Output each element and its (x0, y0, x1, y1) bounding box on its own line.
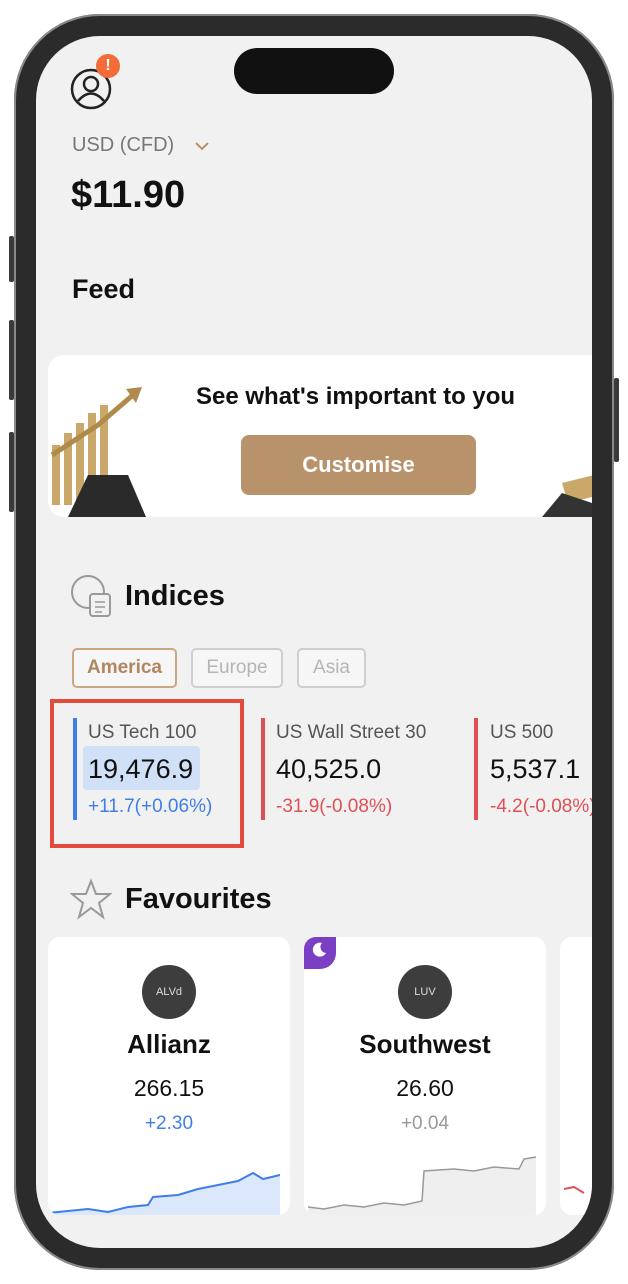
side-button (9, 320, 14, 400)
price: 266.15 (133, 1075, 205, 1101)
avatar-head (82, 75, 100, 93)
currency[interactable]: USD (CFD) (72, 134, 175, 156)
globe (71, 575, 105, 609)
dynamic-island (234, 48, 394, 94)
indices-title: Indices (125, 580, 225, 612)
star (70, 878, 112, 920)
arrow-head (126, 387, 142, 403)
symbol-icon: LUV (398, 965, 452, 1019)
index-change: -4.2(-0.08%) (490, 796, 592, 817)
index-bar (73, 718, 77, 820)
index-value: 5,537.1 (490, 754, 581, 784)
instrument-name: Southwest (359, 1029, 491, 1059)
index-change: +11.7(+0.06%) (88, 796, 213, 817)
customise-button[interactable]: Customise (241, 435, 476, 495)
side-button (614, 378, 619, 462)
screen: ! USD (CFD) $11.90 Feed See what's impor… (36, 36, 592, 1248)
sparkline (48, 1171, 281, 1215)
price-change: +0.04 (400, 1113, 450, 1134)
sparkline-area (48, 1173, 280, 1215)
rock (68, 475, 146, 517)
price-change: +2.30 (144, 1113, 194, 1134)
tab[interactable]: Asia (297, 648, 366, 688)
banner-gold (542, 475, 592, 517)
value-highlight (83, 746, 200, 790)
side-button (9, 432, 14, 512)
banner-text: See what's important to you (196, 383, 516, 410)
tab-selected[interactable]: America (72, 648, 177, 688)
chevron (195, 142, 209, 151)
doc-lines (95, 601, 105, 613)
index-name: US 500 (490, 722, 554, 743)
tab[interactable]: Europe (191, 648, 283, 688)
banner-illustration (50, 387, 146, 517)
document (89, 593, 111, 617)
gold-bars (52, 405, 108, 505)
index-bar (474, 718, 478, 820)
feed-title: Feed (72, 274, 136, 304)
sparkline-line (48, 1171, 281, 1214)
favourite-card[interactable]: ALVd Allianz 266.15 +2.30 (48, 937, 290, 1215)
symbol-icon: ALVd (142, 965, 196, 1019)
avatar-ring (70, 68, 112, 110)
indices-icon (71, 575, 111, 617)
moon-icon (312, 942, 326, 957)
sparkline (563, 1185, 585, 1194)
instrument-name: Allianz (127, 1029, 211, 1059)
moon (312, 942, 326, 957)
favourite-card[interactable]: LUV Southwest 26.60 +0.04 (304, 937, 546, 1215)
side-button (9, 236, 14, 282)
index-change: -31.9(-0.08%) (276, 796, 393, 817)
star-icon (70, 878, 112, 920)
highlight-box (50, 699, 244, 848)
rock (542, 493, 592, 517)
favourite-card[interactable] (560, 937, 592, 1215)
index-name: US Wall Street 30 (276, 722, 427, 743)
index-bar (261, 718, 265, 820)
arrow (50, 393, 135, 458)
avatar-body (77, 92, 105, 102)
feed-banner: See what's important to you Customise (48, 355, 592, 517)
favourites-title: Favourites (125, 883, 272, 915)
price: 26.60 (396, 1075, 454, 1101)
chevron-path (195, 142, 209, 151)
sparkline-line (307, 1156, 537, 1210)
sparkline (307, 1156, 537, 1215)
sparkline-line (563, 1185, 585, 1194)
sparkline-area (308, 1157, 536, 1215)
index-name: US Tech 100 (88, 722, 197, 743)
index-value: 40,525.0 (276, 754, 382, 784)
balance: $11.90 (71, 174, 186, 216)
index-value: 19,476.9 (88, 754, 194, 784)
alert-badge: ! (96, 54, 120, 78)
avatar-icon[interactable] (68, 66, 114, 112)
